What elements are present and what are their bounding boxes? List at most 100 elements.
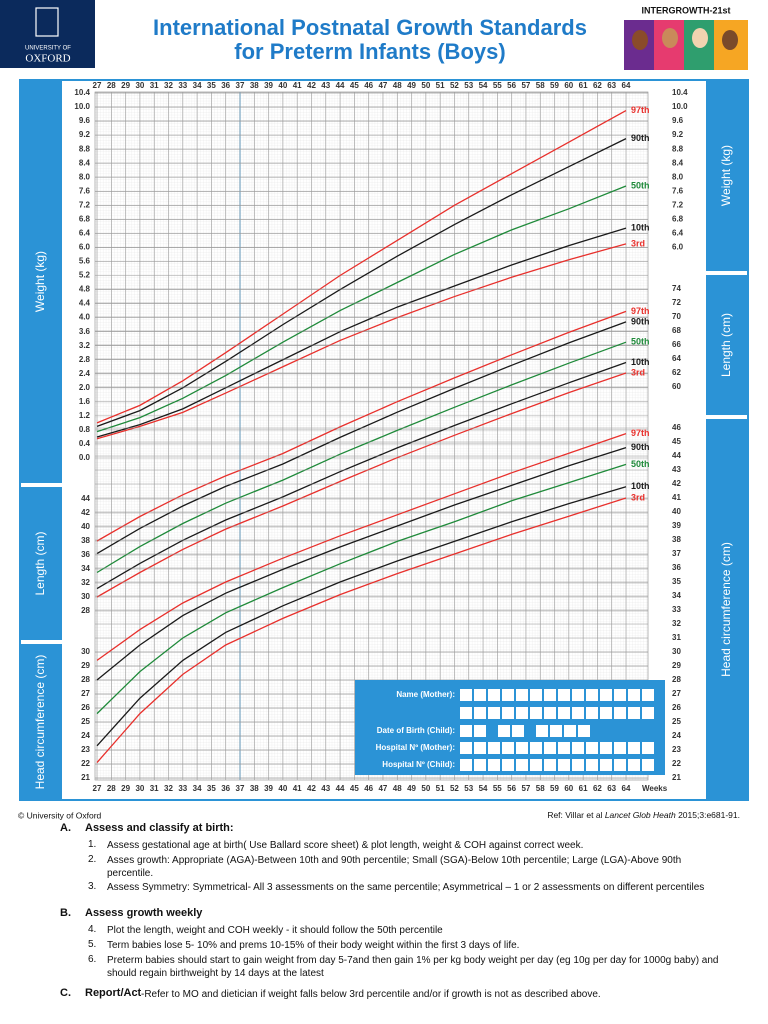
x-tick-label: 44 xyxy=(336,81,345,90)
x-tick-label: 34 xyxy=(193,784,202,793)
item-number: 6. xyxy=(88,954,97,965)
x-tick-label: 35 xyxy=(207,784,216,793)
y2-tick-label: 8.4 xyxy=(672,158,684,167)
y2-tick-label: 33 xyxy=(672,605,681,614)
y2-tick-label: 31 xyxy=(672,633,681,642)
y-tick-label: 34 xyxy=(81,564,90,573)
y-tick-label: 2.8 xyxy=(79,355,91,364)
x-tick-label: 59 xyxy=(550,784,559,793)
axis-band xyxy=(706,275,748,415)
x-tick-label: 27 xyxy=(93,784,102,793)
y-tick-label: 2.4 xyxy=(79,369,91,378)
item-text: Term babies lose 5- 10% and prems 10-15%… xyxy=(107,940,520,951)
percentile-line xyxy=(96,486,627,747)
form-box xyxy=(530,759,542,771)
y2-tick-label: 23 xyxy=(672,745,681,754)
plot-area xyxy=(94,91,649,781)
x-tick-label: 41 xyxy=(293,81,302,90)
y2-tick-label: 9.6 xyxy=(672,116,684,125)
y2-tick-label: 34 xyxy=(672,591,681,600)
y-tick-label: 9.2 xyxy=(79,130,91,139)
x-tick-label: 37 xyxy=(236,81,245,90)
y-tick-label: 5.2 xyxy=(79,271,91,280)
y-tick-label: 10.4 xyxy=(74,88,90,97)
y-tick-label: 5.6 xyxy=(79,257,91,266)
form-box xyxy=(502,689,514,701)
form-box xyxy=(578,725,590,737)
x-tick-label: 36 xyxy=(221,784,230,793)
form-box xyxy=(544,689,556,701)
percentile-line xyxy=(96,497,627,764)
form-box xyxy=(544,759,556,771)
y-tick-label: 38 xyxy=(81,536,90,545)
intergrowth-logo xyxy=(624,20,748,70)
copyright: © University of Oxford xyxy=(18,810,102,820)
y-tick-label: 0.4 xyxy=(79,439,91,448)
y-tick-label: 7.6 xyxy=(79,186,91,195)
form-box xyxy=(628,707,640,719)
x-tick-label: 39 xyxy=(264,81,273,90)
x-tick-label: 60 xyxy=(564,784,573,793)
axis-band xyxy=(706,419,748,800)
form-box xyxy=(536,725,548,737)
form-box xyxy=(642,707,654,719)
form-label: Hospital Nº (Mother): xyxy=(376,743,455,752)
x-tick-label: 55 xyxy=(493,81,502,90)
form-box xyxy=(474,742,486,754)
y-axis-title: Length (cm) xyxy=(33,531,47,595)
x-tick-label: 62 xyxy=(593,784,602,793)
y-tick-label: 29 xyxy=(81,661,90,670)
form-box xyxy=(516,759,528,771)
form-label: Hospital Nº (Child): xyxy=(382,760,455,769)
y-tick-label: 8.0 xyxy=(79,172,91,181)
y-tick-label: 40 xyxy=(81,522,90,531)
form-box xyxy=(558,759,570,771)
x-tick-label: 61 xyxy=(579,81,588,90)
y2-tick-label: 9.2 xyxy=(672,130,684,139)
percentile-label: 3rd xyxy=(631,492,645,502)
x-tick-label: 58 xyxy=(536,81,545,90)
form-box xyxy=(550,725,562,737)
x-tick-label: 37 xyxy=(236,784,245,793)
x-tick-label: 40 xyxy=(278,81,287,90)
y2-axis-title: Length (cm) xyxy=(719,313,733,377)
percentile-line xyxy=(96,138,627,428)
form-box xyxy=(474,707,486,719)
university-line1: UNIVERSITY OF xyxy=(25,46,71,52)
x-tick-label: 56 xyxy=(507,784,516,793)
x-tick-label: 61 xyxy=(579,784,588,793)
y-tick-label: 22 xyxy=(81,759,90,768)
ref-suffix: 2015;3:e681-91. xyxy=(678,810,740,820)
x-tick-label: 48 xyxy=(393,784,402,793)
percentile-label: 97th xyxy=(631,306,650,316)
x-tick-label: 52 xyxy=(450,81,459,90)
y-tick-label: 36 xyxy=(81,550,90,559)
percentile-line xyxy=(96,310,627,542)
x-tick-label: 45 xyxy=(350,81,359,90)
x-tick-label: 42 xyxy=(307,784,316,793)
form-box xyxy=(544,707,556,719)
y-tick-label: 28 xyxy=(81,675,90,684)
form-box xyxy=(516,742,528,754)
percentile-label: 97th xyxy=(631,428,650,438)
form-box xyxy=(502,742,514,754)
section-letter: A. xyxy=(60,822,71,834)
y2-tick-label: 35 xyxy=(672,577,681,586)
y-tick-label: 21 xyxy=(81,773,90,782)
y2-tick-label: 45 xyxy=(672,437,681,446)
y2-tick-label: 36 xyxy=(672,563,681,572)
y-tick-label: 28 xyxy=(81,606,90,615)
x-tick-label: 55 xyxy=(493,784,502,793)
x-tick-label: 33 xyxy=(178,81,187,90)
x-tick-label: 33 xyxy=(178,784,187,793)
form-box xyxy=(488,742,500,754)
item-number: 5. xyxy=(88,939,97,950)
y2-tick-label: 38 xyxy=(672,535,681,544)
x-tick-label: 42 xyxy=(307,81,316,90)
percentile-label: 50th xyxy=(631,459,650,469)
form-box xyxy=(600,689,612,701)
y-tick-label: 42 xyxy=(81,508,90,517)
form-box xyxy=(488,759,500,771)
